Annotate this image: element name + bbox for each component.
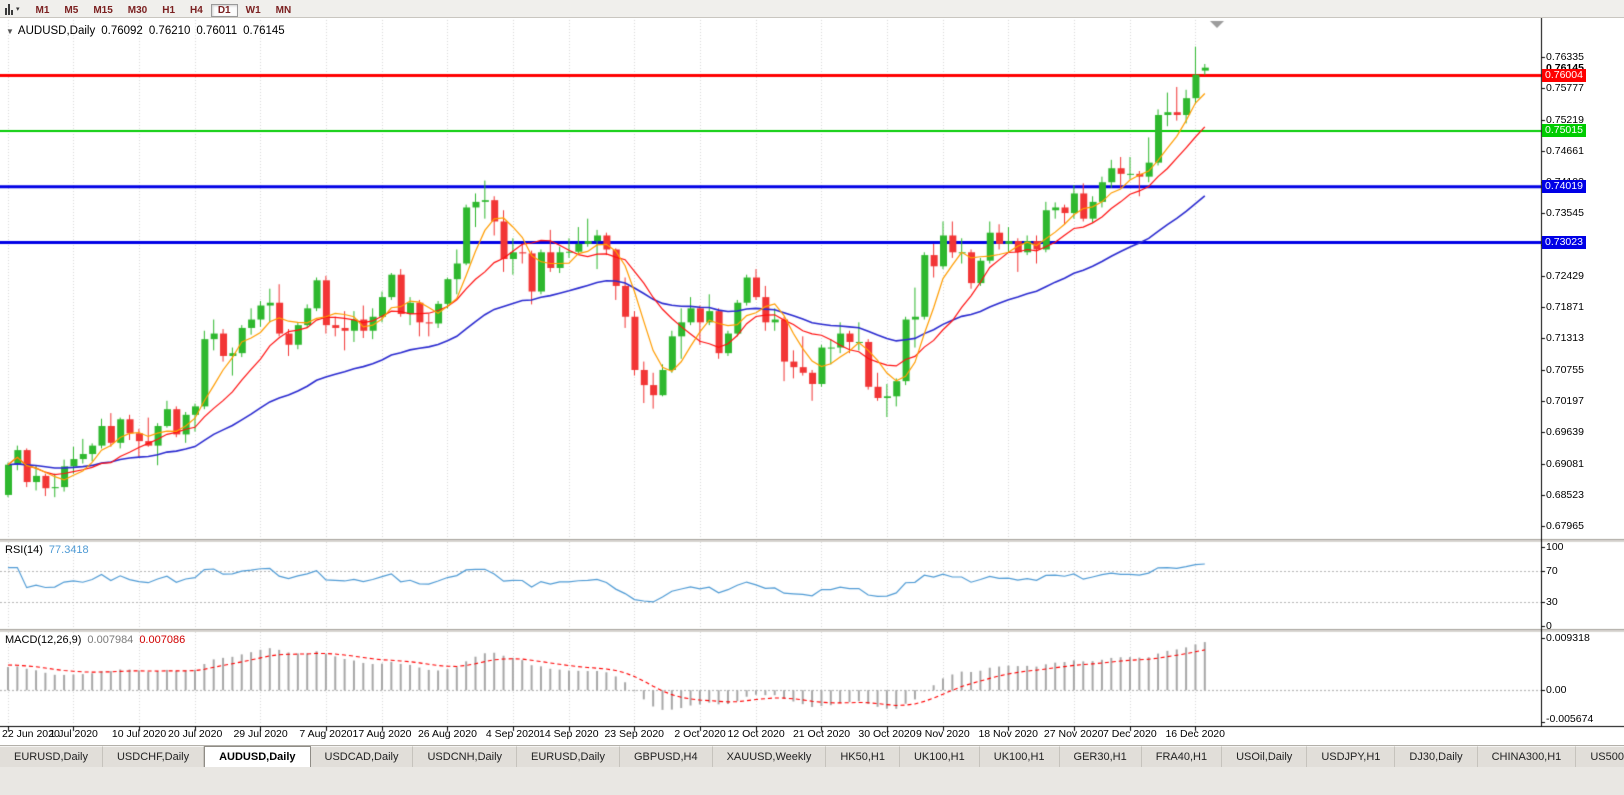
- chevron-down-icon: ▾: [16, 5, 20, 13]
- time-axis-label: 18 Nov 2020: [978, 728, 1038, 740]
- chart-icon-bar: [8, 3, 10, 15]
- timeframe-buttons: M1 M5 M15 M30 H1 H4 D1 W1 MN: [29, 0, 300, 18]
- chart-tab-hk50-h1[interactable]: HK50,H1: [826, 746, 900, 767]
- rsi-value: 77.3418: [48, 544, 89, 556]
- time-axis-label: 2 Oct 2020: [674, 728, 726, 740]
- timeframe-button-mn[interactable]: MN: [275, 4, 292, 16]
- chart-tab-bar: EURUSD,Daily USDCHF,Daily AUDUSD,Daily USDC…: [0, 745, 1624, 767]
- price-axis-label: 0.69639: [1546, 426, 1584, 439]
- chart-tab-china300-h1[interactable]: CHINA300,H1: [1477, 746, 1577, 767]
- ohlc-close: 0.76145: [243, 25, 285, 37]
- ohlc-low: 0.76011: [196, 25, 238, 37]
- candlestick-chart-icon[interactable]: ▾: [5, 3, 20, 15]
- time-axis-label: 7 Aug 2020: [299, 728, 353, 740]
- macd-main-value: 0.007984: [87, 634, 134, 646]
- macd-name: MACD(12,26,9): [5, 634, 82, 646]
- timeframe-button-w1[interactable]: W1: [245, 4, 261, 16]
- price-axis-label: 0.68523: [1546, 488, 1584, 501]
- price-chart-canvas[interactable]: [0, 18, 1624, 745]
- timeframe-button-h1[interactable]: H1: [162, 4, 176, 16]
- price-axis-label: 0.74661: [1546, 144, 1584, 157]
- hline-price-tag[interactable]: 0.74019: [1542, 179, 1586, 193]
- macd-axis-label: -0.005674: [1546, 713, 1594, 725]
- chart-symbol-period: AUDUSD,Daily: [17, 25, 96, 37]
- price-axis-label: 0.75219: [1546, 113, 1584, 126]
- time-axis-label: 27 Nov 2020: [1043, 728, 1104, 740]
- chart-tab-fra40-h1[interactable]: FRA40,H1: [1141, 746, 1223, 767]
- chart-title: ▼ AUDUSD,Daily 0.76092 0.76210 0.76011 0.7614…: [6, 25, 285, 37]
- time-axis-label: 10 Jul 2020: [111, 728, 167, 740]
- chart-tab-eurusd-daily[interactable]: EURUSD,Daily: [0, 746, 103, 767]
- time-axis-label: 26 Aug 2020: [417, 728, 477, 740]
- timeframe-button-m15[interactable]: M15: [93, 4, 113, 16]
- time-axis-label: 1 Jul 2020: [49, 728, 98, 740]
- timeframe-button-m30[interactable]: M30: [127, 4, 148, 16]
- hline-price-tag[interactable]: 0.76004: [1542, 68, 1586, 82]
- macd-indicator-label: MACD(12,26,9) 0.007984 0.007086: [5, 634, 185, 646]
- window-background: [0, 767, 1624, 795]
- time-axis-label: 20 Jul 2020: [168, 728, 223, 740]
- chart-tab-usoil-daily[interactable]: USOil,Daily: [1222, 746, 1308, 767]
- chart-tab-usdchf-daily[interactable]: USDCHF,Daily: [102, 746, 205, 767]
- price-axis-label: 0.70197: [1546, 394, 1584, 407]
- chart-tab-eurusd-daily[interactable]: EURUSD,Daily: [517, 746, 620, 767]
- time-axis-label: 16 Dec 2020: [1165, 728, 1225, 740]
- time-axis-label: 4 Sep 2020: [485, 728, 540, 740]
- chart-tab-dj30-daily[interactable]: DJ30,Daily: [1395, 746, 1478, 767]
- price-axis-label: 0.70755: [1546, 363, 1584, 376]
- macd-signal-value: 0.007086: [139, 634, 186, 646]
- price-axis-label: 0.72429: [1546, 269, 1584, 282]
- chart-icon-bar: [11, 9, 13, 15]
- chart-tab-ger30-h1[interactable]: GER30,H1: [1059, 746, 1142, 767]
- chart-tab-audusd-daily[interactable]: AUDUSD,Daily: [204, 746, 311, 767]
- time-axis-label: 30 Oct 2020: [858, 728, 916, 740]
- timeframe-button-m5[interactable]: M5: [64, 4, 79, 16]
- chart-icon-bar: [5, 7, 7, 15]
- rsi-axis-label: 0: [1546, 620, 1552, 632]
- time-axis-label: 14 Sep 2020: [539, 728, 599, 740]
- time-axis-label: 17 Aug 2020: [352, 728, 412, 740]
- timeframe-button-d1[interactable]: D1: [210, 3, 238, 17]
- chart-tab-uk100-h1[interactable]: UK100,H1: [979, 746, 1060, 767]
- chart-tab-usdjpy-h1[interactable]: USDJPY,H1: [1307, 746, 1396, 767]
- chart-tab-gbpusd-h4[interactable]: GBPUSD,H4: [620, 746, 713, 767]
- chart-tab-usdcnh-daily[interactable]: USDCNH,Daily: [413, 746, 518, 767]
- time-axis-label: 21 Oct 2020: [792, 728, 851, 740]
- chart-tab-xauusd-weekly[interactable]: XAUUSD,Weekly: [712, 746, 827, 767]
- rsi-axis-label: 100: [1546, 541, 1564, 553]
- one-click-trading-arrow-icon[interactable]: ▼: [6, 27, 14, 36]
- ohlc-open: 0.76092: [101, 25, 143, 37]
- price-axis-label: 0.71871: [1546, 301, 1584, 314]
- time-axis-label: 9 Nov 2020: [916, 728, 970, 740]
- price-axis-label: 0.71313: [1546, 332, 1584, 345]
- price-axis-label: 0.69081: [1546, 457, 1584, 470]
- price-axis-label: 0.75777: [1546, 82, 1584, 95]
- chart-tab-usdcad-daily[interactable]: USDCAD,Daily: [310, 746, 414, 767]
- time-axis-label: 7 Dec 2020: [1103, 728, 1157, 740]
- hline-price-tag[interactable]: 0.75015: [1542, 123, 1586, 137]
- rsi-indicator-label: RSI(14) 77.3418: [5, 544, 89, 556]
- timeframe-toolbar: ▾ M1 M5 M15 M30 H1 H4 D1 W1 MN: [0, 0, 1624, 18]
- macd-axis-label: 0.00: [1546, 684, 1567, 697]
- price-axis-label: 0.67965: [1546, 520, 1584, 533]
- time-axis-label: 22 Jun 2020: [2, 728, 60, 740]
- time-axis-label: 23 Sep 2020: [604, 728, 664, 740]
- chart-tab-uk100-h1[interactable]: UK100,H1: [899, 746, 980, 767]
- macd-axis-label: 0.009318: [1546, 632, 1590, 644]
- hline-price-tag[interactable]: 0.73023: [1542, 235, 1586, 249]
- ohlc-high: 0.76210: [148, 25, 191, 37]
- price-axis-label: 0.76335: [1546, 51, 1584, 63]
- rsi-axis-label: 30: [1546, 596, 1558, 609]
- time-axis-label: 12 Oct 2020: [727, 728, 785, 740]
- price-axis-label: 0.73545: [1546, 207, 1584, 220]
- time-axis-label: 29 Jul 2020: [233, 728, 288, 740]
- rsi-name: RSI(14): [5, 544, 43, 556]
- timeframe-button-m1[interactable]: M1: [35, 4, 50, 16]
- timeframe-button-h4[interactable]: H4: [190, 4, 203, 16]
- chart-tab-us500-h1[interactable]: US500,H1: [1576, 746, 1624, 767]
- rsi-axis-label: 70: [1546, 564, 1558, 577]
- current-price-tag: 0.76145: [1546, 62, 1584, 74]
